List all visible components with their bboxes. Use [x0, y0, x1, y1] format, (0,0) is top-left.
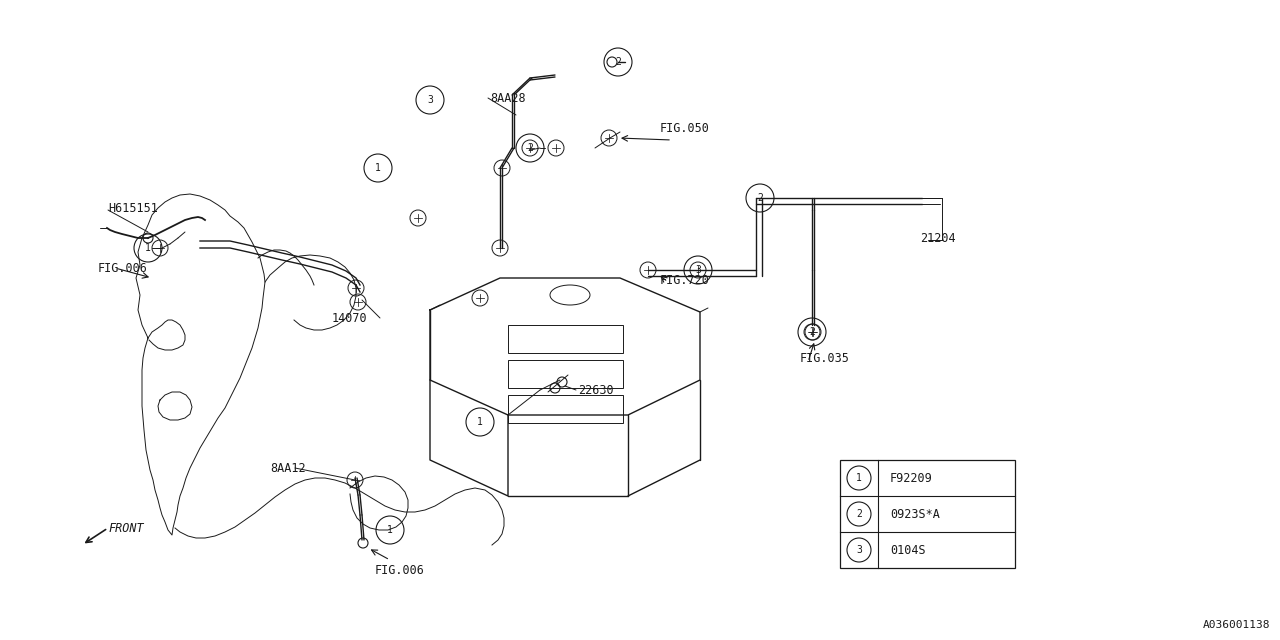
- Text: 3: 3: [428, 95, 433, 105]
- Bar: [508, 325, 623, 353]
- Text: 0923S*A: 0923S*A: [890, 508, 940, 520]
- Text: H615151: H615151: [108, 202, 157, 214]
- Text: 1: 1: [375, 163, 381, 173]
- Bar: [840, 460, 1015, 568]
- Text: FIG.035: FIG.035: [800, 351, 850, 365]
- Text: 2: 2: [756, 193, 763, 203]
- Text: 3: 3: [856, 545, 861, 555]
- Text: 2: 2: [616, 57, 621, 67]
- Bar: [508, 360, 623, 388]
- Text: 14070: 14070: [332, 312, 367, 324]
- Text: 2: 2: [856, 509, 861, 519]
- Text: FIG.006: FIG.006: [99, 262, 148, 275]
- Text: FIG.006: FIG.006: [375, 563, 425, 577]
- Text: 1: 1: [477, 417, 483, 427]
- Text: 3: 3: [695, 265, 701, 275]
- Text: A036001138: A036001138: [1202, 620, 1270, 630]
- Text: 0104S: 0104S: [890, 543, 925, 557]
- Text: 1: 1: [145, 243, 151, 253]
- Text: 2: 2: [527, 143, 532, 153]
- Text: 1: 1: [856, 473, 861, 483]
- Text: 2: 2: [809, 327, 815, 337]
- Text: 8AA28: 8AA28: [490, 92, 526, 104]
- Text: FRONT: FRONT: [108, 522, 143, 534]
- Text: 8AA12: 8AA12: [270, 461, 306, 474]
- Text: FIG.720: FIG.720: [660, 273, 710, 287]
- Text: 22630: 22630: [579, 383, 613, 397]
- Bar: [508, 395, 623, 423]
- Text: 1: 1: [387, 525, 393, 535]
- Text: F92209: F92209: [890, 472, 933, 484]
- Text: FIG.050: FIG.050: [660, 122, 710, 134]
- Text: 21204: 21204: [920, 232, 956, 244]
